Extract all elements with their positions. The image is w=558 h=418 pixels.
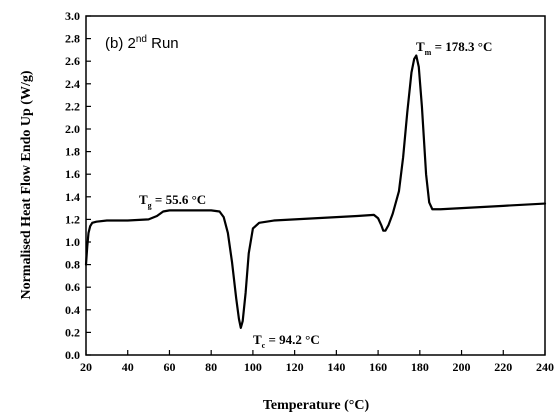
- tm-annotation: Tm = 178.3 °C: [416, 39, 492, 57]
- heat-flow-series-line: [84, 54, 547, 329]
- y-tick-label: 0.0: [65, 348, 80, 362]
- tc-annotation: Tc = 94.2 °C: [253, 332, 320, 350]
- x-tick-label: 60: [163, 360, 175, 374]
- y-tick-label: 2.2: [65, 99, 80, 113]
- x-tick-label: 160: [369, 360, 387, 374]
- y-tick-label: 1.6: [65, 167, 80, 181]
- plot-frame: [85, 15, 546, 356]
- x-tick-label: 200: [453, 360, 471, 374]
- x-axis-title: Temperature (°C): [263, 398, 370, 413]
- tick-layer: 20 40 60 80 100 120 140 160 180 200 220 240 0.0 0.2 0.…: [65, 9, 554, 374]
- y-tick-label: 2.6: [65, 54, 80, 68]
- y-tick-label: 2.8: [65, 32, 80, 46]
- y-tick-label: 1.8: [65, 145, 80, 159]
- x-tick-label: 80: [205, 360, 217, 374]
- y-tick-label: 2.0: [65, 122, 80, 136]
- x-tick-label: 140: [327, 360, 345, 374]
- panel-label: (b) 2nd Run: [105, 34, 179, 52]
- y-tick-label: 0.4: [65, 303, 80, 317]
- tg-annotation: Tg = 55.6 °C: [139, 192, 206, 210]
- y-tick-label: 0.8: [65, 258, 80, 272]
- x-tick-label: 100: [244, 360, 262, 374]
- x-tick-label: 180: [411, 360, 429, 374]
- y-tick-label: 0.6: [65, 280, 80, 294]
- x-tick-label: 240: [536, 360, 554, 374]
- y-tick-label: 3.0: [65, 9, 80, 23]
- y-tick-label: 1.4: [65, 190, 80, 204]
- y-tick-label: 1.2: [65, 212, 80, 226]
- x-tick-label: 20: [80, 360, 92, 374]
- y-tick-label: 2.4: [65, 77, 80, 91]
- x-tick-label: 120: [286, 360, 304, 374]
- y-tick-label: 1.0: [65, 235, 80, 249]
- y-axis-title: Normalised Heat Flow Endo Up (W/g): [19, 70, 34, 299]
- x-tick-label: 40: [122, 360, 134, 374]
- x-tick-label: 220: [494, 360, 512, 374]
- y-tick-label: 0.2: [65, 325, 80, 339]
